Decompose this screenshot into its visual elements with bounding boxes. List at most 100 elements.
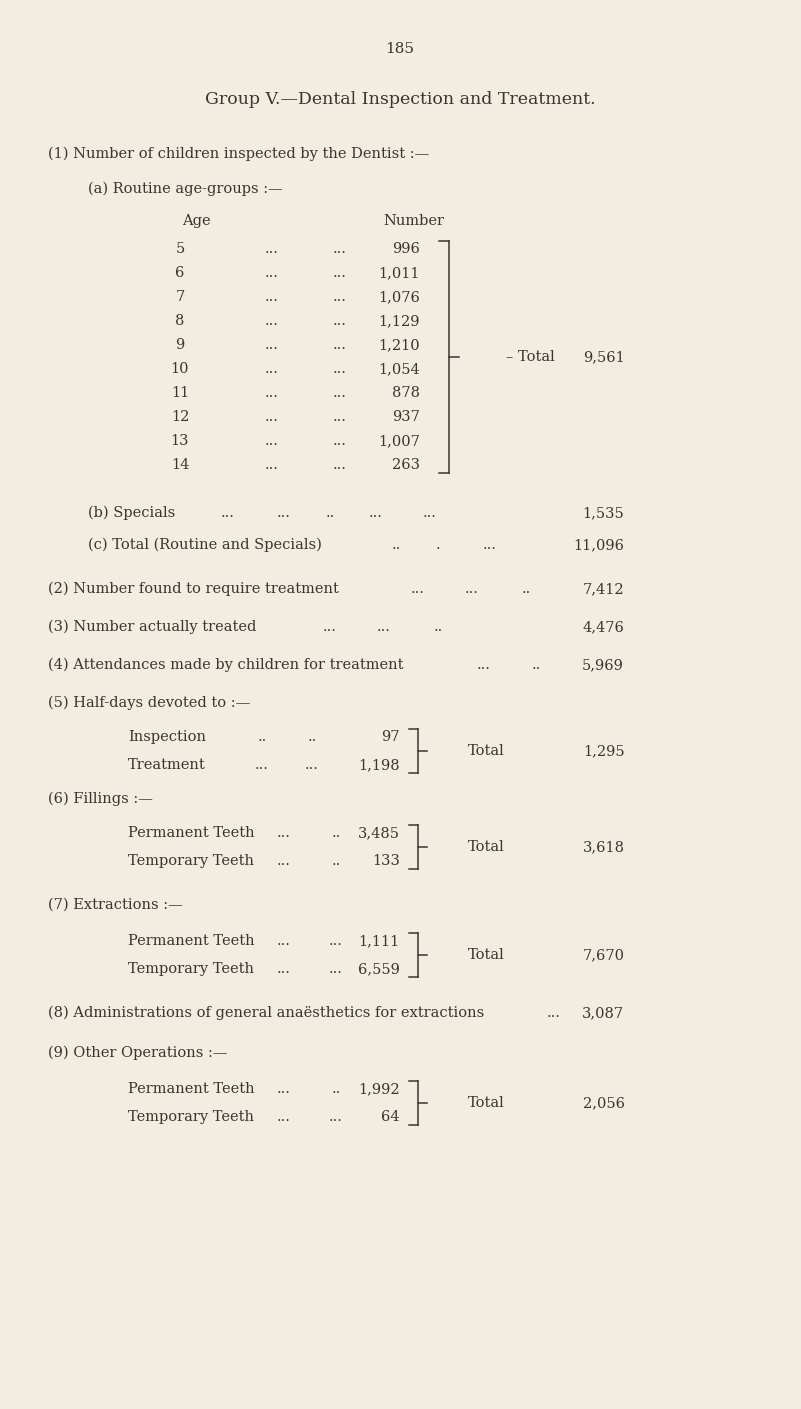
Text: ...: ...: [333, 338, 347, 352]
Text: 13: 13: [171, 434, 189, 448]
Text: ...: ...: [265, 434, 279, 448]
Text: ...: ...: [265, 458, 279, 472]
Text: ...: ...: [265, 242, 279, 256]
Text: 2,056: 2,056: [583, 1096, 625, 1110]
Text: ..: ..: [332, 826, 340, 840]
Text: 9: 9: [175, 338, 184, 352]
Text: Inspection: Inspection: [128, 730, 206, 744]
Text: (a) Routine age-groups :—: (a) Routine age-groups :—: [88, 182, 283, 196]
Text: Temporary Teeth: Temporary Teeth: [128, 1110, 254, 1124]
Text: 64: 64: [381, 1110, 400, 1124]
Text: 97: 97: [381, 730, 400, 744]
Text: (7) Extractions :—: (7) Extractions :—: [48, 898, 183, 912]
Text: 1,210: 1,210: [378, 338, 420, 352]
Text: 1,992: 1,992: [358, 1082, 400, 1096]
Text: ...: ...: [333, 290, 347, 304]
Text: (2) Number found to require treatment: (2) Number found to require treatment: [48, 582, 339, 596]
Text: 6: 6: [175, 266, 185, 280]
Text: 878: 878: [392, 386, 420, 400]
Text: ..: ..: [433, 620, 443, 634]
Text: ...: ...: [265, 338, 279, 352]
Text: ...: ...: [333, 314, 347, 328]
Text: Permanent Teeth: Permanent Teeth: [128, 934, 255, 948]
Text: (1) Number of children inspected by the Dentist :—: (1) Number of children inspected by the …: [48, 147, 429, 161]
Text: (6) Fillings :—: (6) Fillings :—: [48, 792, 153, 806]
Text: 11: 11: [171, 386, 189, 400]
Text: 3,087: 3,087: [582, 1006, 624, 1020]
Text: Permanent Teeth: Permanent Teeth: [128, 826, 255, 840]
Text: 263: 263: [392, 458, 420, 472]
Text: 6,559: 6,559: [358, 962, 400, 976]
Text: ...: ...: [547, 1006, 561, 1020]
Text: (8) Administrations of general anaësthetics for extractions: (8) Administrations of general anaësthet…: [48, 1006, 485, 1020]
Text: ...: ...: [329, 934, 343, 948]
Text: 3,618: 3,618: [583, 840, 625, 854]
Text: ..: ..: [392, 538, 400, 552]
Text: ..: ..: [325, 506, 335, 520]
Text: ...: ...: [265, 410, 279, 424]
Text: Total: Total: [468, 948, 505, 962]
Text: ...: ...: [333, 362, 347, 376]
Text: (c) Total (Routine and Specials): (c) Total (Routine and Specials): [88, 538, 322, 552]
Text: ...: ...: [277, 826, 291, 840]
Text: 7,412: 7,412: [582, 582, 624, 596]
Text: ...: ...: [333, 410, 347, 424]
Text: 5,969: 5,969: [582, 658, 624, 672]
Text: 7: 7: [175, 290, 184, 304]
Text: 133: 133: [372, 854, 400, 868]
Text: ...: ...: [255, 758, 269, 772]
Text: 8: 8: [175, 314, 185, 328]
Text: 1,295: 1,295: [583, 744, 625, 758]
Text: Temporary Teeth: Temporary Teeth: [128, 962, 254, 976]
Text: ..: ..: [531, 658, 541, 672]
Text: ...: ...: [277, 1110, 291, 1124]
Text: ...: ...: [369, 506, 383, 520]
Text: ...: ...: [277, 506, 291, 520]
Text: (3) Number actually treated: (3) Number actually treated: [48, 620, 256, 634]
Text: 10: 10: [171, 362, 189, 376]
Text: ...: ...: [265, 386, 279, 400]
Text: Total: Total: [468, 744, 505, 758]
Text: ...: ...: [333, 266, 347, 280]
Text: ...: ...: [277, 934, 291, 948]
Text: 1,054: 1,054: [378, 362, 420, 376]
Text: ...: ...: [423, 506, 437, 520]
Text: ...: ...: [323, 620, 337, 634]
Text: Permanent Teeth: Permanent Teeth: [128, 1082, 255, 1096]
Text: ...: ...: [483, 538, 497, 552]
Text: ...: ...: [277, 962, 291, 976]
Text: ...: ...: [329, 962, 343, 976]
Text: 11,096: 11,096: [573, 538, 624, 552]
Text: ...: ...: [305, 758, 319, 772]
Text: ..: ..: [521, 582, 530, 596]
Text: 4,476: 4,476: [582, 620, 624, 634]
Text: 1,111: 1,111: [359, 934, 400, 948]
Text: (5) Half-days devoted to :—: (5) Half-days devoted to :—: [48, 696, 250, 710]
Text: ...: ...: [329, 1110, 343, 1124]
Text: 1,076: 1,076: [378, 290, 420, 304]
Text: ...: ...: [465, 582, 479, 596]
Text: ...: ...: [333, 242, 347, 256]
Text: ...: ...: [277, 854, 291, 868]
Text: ...: ...: [265, 362, 279, 376]
Text: (b) Specials: (b) Specials: [88, 506, 175, 520]
Text: (9) Other Operations :—: (9) Other Operations :—: [48, 1045, 227, 1060]
Text: 1,007: 1,007: [378, 434, 420, 448]
Text: 5: 5: [175, 242, 184, 256]
Text: – Total: – Total: [506, 349, 555, 364]
Text: ...: ...: [265, 314, 279, 328]
Text: 185: 185: [385, 42, 414, 56]
Text: Temporary Teeth: Temporary Teeth: [128, 854, 254, 868]
Text: 1,535: 1,535: [582, 506, 624, 520]
Text: ...: ...: [477, 658, 491, 672]
Text: Group V.—Dental Inspection and Treatment.: Group V.—Dental Inspection and Treatment…: [205, 90, 595, 107]
Text: 14: 14: [171, 458, 189, 472]
Text: ...: ...: [277, 1082, 291, 1096]
Text: 996: 996: [392, 242, 420, 256]
Text: Age: Age: [182, 214, 211, 228]
Text: 937: 937: [392, 410, 420, 424]
Text: ..: ..: [257, 730, 267, 744]
Text: Total: Total: [468, 840, 505, 854]
Text: ...: ...: [333, 386, 347, 400]
Text: Total: Total: [468, 1096, 505, 1110]
